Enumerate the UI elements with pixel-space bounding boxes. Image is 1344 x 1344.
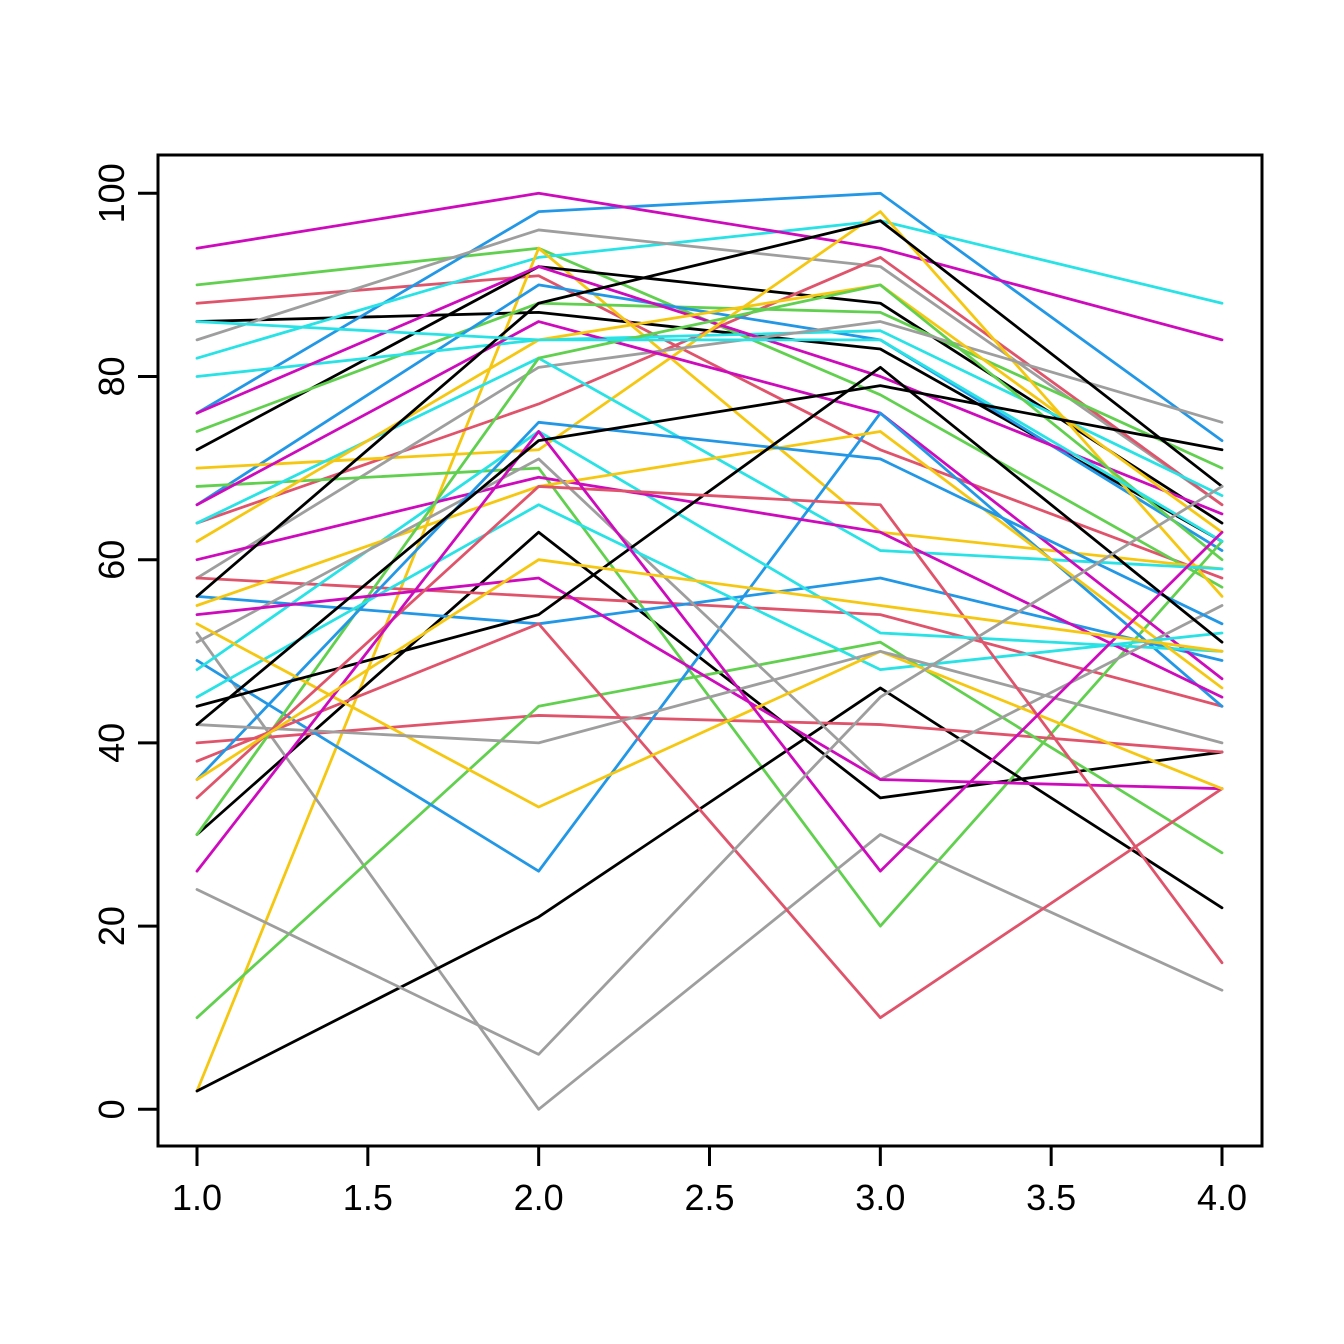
y-tick-label: 0 bbox=[91, 1099, 132, 1119]
series-line-s12 bbox=[195, 283, 1224, 552]
series-line-s32 bbox=[195, 457, 1224, 781]
series-line-s04 bbox=[195, 191, 1224, 443]
series-line-s20 bbox=[195, 576, 1224, 662]
series-line-s31 bbox=[195, 430, 1224, 690]
series-line-s05 bbox=[195, 219, 1224, 360]
series-line-s18 bbox=[195, 576, 1224, 708]
series-line-s45 bbox=[195, 558, 1224, 781]
series-line-s44 bbox=[195, 430, 1224, 873]
x-tick-label: 4.0 bbox=[1197, 1177, 1247, 1218]
series-line-s26 bbox=[195, 714, 1224, 754]
series-line-s15 bbox=[195, 210, 1224, 598]
series-line-s25 bbox=[195, 686, 1224, 1093]
y-tick-label: 80 bbox=[91, 356, 132, 396]
series-line-s42 bbox=[195, 485, 1224, 965]
x-tick-label: 3.5 bbox=[1026, 1177, 1076, 1218]
series-line-s41 bbox=[195, 365, 1224, 708]
y-tick-label: 60 bbox=[91, 540, 132, 580]
series-line-s06 bbox=[195, 191, 1224, 342]
y-tick-label: 40 bbox=[91, 723, 132, 763]
series-line-s37 bbox=[195, 503, 1224, 699]
series-line-s39 bbox=[195, 622, 1224, 809]
series-line-s34 bbox=[195, 622, 1224, 1020]
x-tick-label: 3.0 bbox=[855, 1177, 905, 1218]
x-tick-label: 1.5 bbox=[343, 1177, 393, 1218]
series-line-s40 bbox=[195, 649, 1224, 745]
series-line-s17 bbox=[195, 530, 1224, 836]
series-line-s38 bbox=[195, 576, 1224, 791]
series-line-s02 bbox=[195, 274, 1224, 580]
series-line-s47 bbox=[195, 384, 1224, 726]
series-line-s33 bbox=[195, 219, 1224, 598]
series-line-s11 bbox=[195, 301, 1224, 470]
series-line-s30 bbox=[195, 475, 1224, 699]
x-tick-label: 1.0 bbox=[172, 1177, 222, 1218]
series-line-s24 bbox=[195, 631, 1224, 1111]
series-line-s13 bbox=[195, 329, 1224, 497]
y-tick-label: 20 bbox=[91, 906, 132, 946]
y-tick-label: 100 bbox=[91, 163, 132, 223]
series-line-s16 bbox=[195, 320, 1224, 580]
series-line-s27 bbox=[195, 640, 1224, 1020]
series-line-s46 bbox=[195, 485, 1224, 1056]
series-line-s08 bbox=[195, 228, 1224, 507]
x-tick-label: 2.0 bbox=[514, 1177, 564, 1218]
x-tick-label: 2.5 bbox=[684, 1177, 734, 1218]
series-line-s43 bbox=[195, 320, 1224, 543]
series-line-s23 bbox=[195, 283, 1224, 543]
series-line-s22 bbox=[195, 320, 1224, 681]
